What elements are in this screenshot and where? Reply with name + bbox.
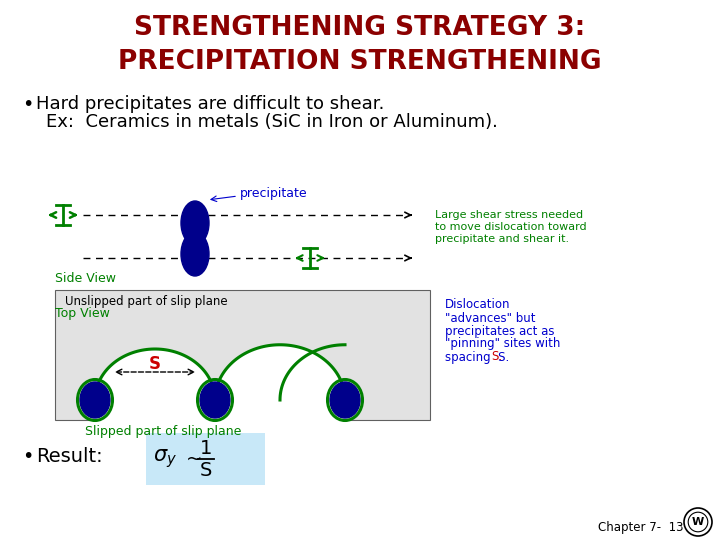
Ellipse shape [330,382,360,418]
Text: to move dislocation toward: to move dislocation toward [435,222,587,232]
Text: precipitate: precipitate [240,186,307,199]
Text: "advances" but: "advances" but [445,312,536,325]
Text: PRECIPITATION STRENGTHENING: PRECIPITATION STRENGTHENING [118,49,602,75]
Text: S: S [149,355,161,373]
Text: Side View: Side View [55,272,116,285]
Text: Hard precipitates are difficult to shear.: Hard precipitates are difficult to shear… [36,95,384,113]
Text: spacing  S.: spacing S. [445,350,509,363]
FancyBboxPatch shape [55,290,430,420]
Text: •: • [22,447,33,465]
Text: Ex:  Ceramics in metals (SiC in Iron or Aluminum).: Ex: Ceramics in metals (SiC in Iron or A… [46,113,498,131]
Text: S.: S. [491,350,502,363]
Text: Top View: Top View [55,307,110,321]
Text: Chapter 7-  13: Chapter 7- 13 [598,522,683,535]
Polygon shape [94,400,346,425]
FancyBboxPatch shape [146,433,265,485]
Text: Unslipped part of slip plane: Unslipped part of slip plane [65,295,228,308]
Text: ~: ~ [186,449,202,469]
Text: •: • [22,94,33,113]
Ellipse shape [181,232,209,276]
Polygon shape [95,345,345,400]
Ellipse shape [80,382,110,418]
Text: 1: 1 [200,440,212,458]
Text: Large shear stress needed: Large shear stress needed [435,210,583,220]
Text: Slipped part of slip plane: Slipped part of slip plane [85,426,241,438]
Text: W: W [692,517,704,527]
Text: precipitate and shear it.: precipitate and shear it. [435,234,569,244]
Text: "pinning" sites with: "pinning" sites with [445,338,560,350]
Ellipse shape [181,201,209,245]
Ellipse shape [200,382,230,418]
Text: Dislocation: Dislocation [445,299,510,312]
Text: S: S [200,461,212,480]
Text: precipitates act as: precipitates act as [445,325,554,338]
Text: Result:: Result: [36,447,103,465]
Text: STRENGTHENING STRATEGY 3:: STRENGTHENING STRATEGY 3: [135,15,585,41]
Text: $\sigma_y$: $\sigma_y$ [153,448,177,470]
